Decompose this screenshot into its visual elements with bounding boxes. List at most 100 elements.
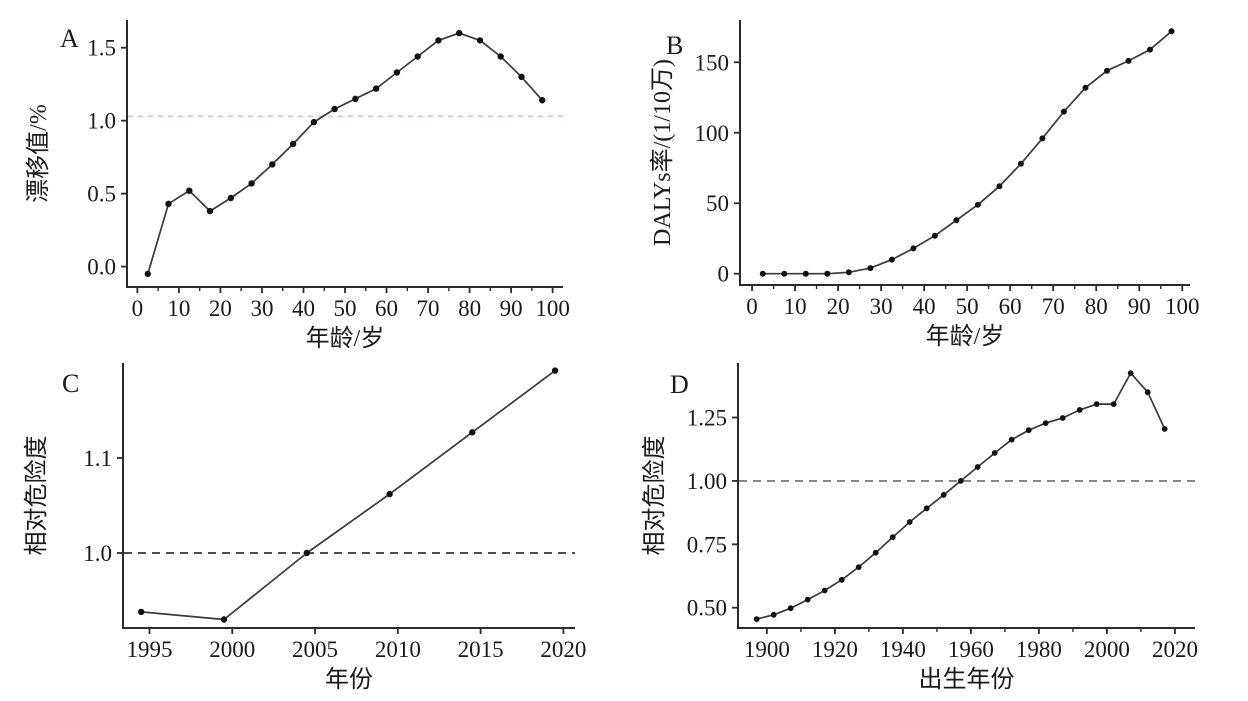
- data-point-marker: [1082, 84, 1089, 91]
- data-point-marker: [435, 37, 442, 44]
- data-point-marker: [910, 245, 917, 252]
- data-point-marker: [456, 29, 463, 37]
- panel-letter-a: A: [60, 24, 79, 53]
- data-point-marker: [1059, 415, 1066, 421]
- y-tick-label: 0.5: [87, 182, 116, 207]
- x-tick-label: 70: [417, 296, 440, 321]
- data-point-marker: [802, 270, 809, 277]
- x-tick-label: 70: [1042, 294, 1065, 319]
- x-tick-label: 1940: [880, 637, 926, 662]
- data-point-marker: [414, 53, 421, 60]
- x-axis-label: 年龄/岁: [926, 323, 1005, 350]
- x-tick-label: 10: [167, 296, 190, 321]
- data-point-marker: [551, 367, 559, 374]
- data-point-marker: [331, 105, 338, 113]
- data-point-marker: [138, 608, 145, 616]
- data-point-marker: [1147, 46, 1153, 53]
- y-tick-label: 1.1: [83, 446, 112, 471]
- panel-letter-c: C: [62, 369, 79, 398]
- x-tick-label: 0: [746, 294, 758, 319]
- x-tick-label: 1960: [948, 637, 994, 662]
- x-tick-label: 30: [250, 296, 273, 321]
- data-point-marker: [476, 37, 484, 44]
- x-tick-label: 40: [913, 294, 936, 319]
- y-tick-label: 0: [718, 262, 730, 287]
- x-tick-label: 90: [1128, 294, 1151, 319]
- y-axis-label: 相对危险度: [23, 436, 50, 556]
- x-tick-label: 2010: [375, 637, 421, 662]
- data-point-marker: [539, 97, 546, 104]
- data-line-series: [141, 369, 556, 621]
- data-point-marker: [206, 207, 214, 215]
- data-point-marker: [923, 505, 930, 512]
- data-point-marker: [165, 200, 172, 207]
- data-point-marker: [957, 478, 964, 484]
- panel-letter-d: D: [670, 370, 689, 399]
- y-tick-label: 50: [706, 191, 729, 216]
- x-tick-label: 1900: [744, 637, 790, 662]
- data-point-marker: [1127, 370, 1134, 376]
- x-tick-label: 1980: [1016, 637, 1062, 662]
- data-point-marker: [269, 161, 276, 168]
- data-point-marker: [1042, 420, 1049, 426]
- data-point-marker: [303, 549, 310, 557]
- x-tick-label: 80: [458, 296, 481, 321]
- x-axis-label: 出生年份: [919, 666, 1015, 693]
- data-point-marker: [352, 95, 359, 103]
- data-point-marker: [855, 564, 862, 570]
- y-tick-label: 1.00: [687, 469, 727, 494]
- data-line-series: [756, 372, 1166, 620]
- x-tick-label: 60: [375, 296, 398, 321]
- x-tick-label: 0: [132, 296, 144, 321]
- x-axis-label: 年份: [325, 666, 373, 693]
- data-point-marker: [497, 53, 504, 60]
- x-tick-label: 100: [535, 296, 570, 321]
- data-point-marker: [1076, 407, 1083, 413]
- data-point-marker: [393, 69, 401, 76]
- data-point-marker: [186, 187, 193, 194]
- y-tick-label: 150: [695, 50, 730, 75]
- data-point-marker: [220, 616, 228, 623]
- data-point-marker: [889, 534, 896, 541]
- data-point-marker: [1017, 160, 1024, 167]
- x-tick-label: 60: [999, 294, 1022, 319]
- y-tick-label: 0.50: [687, 596, 727, 621]
- data-point-marker: [1060, 108, 1067, 115]
- y-axis-label: DALYs率/(1/10万): [649, 59, 676, 246]
- y-axis-label: 相对危险度: [641, 436, 668, 556]
- y-tick-label: 0.0: [87, 255, 116, 280]
- data-point-marker: [518, 73, 525, 81]
- data-point-marker: [1039, 135, 1046, 142]
- x-tick-label: 2020: [540, 637, 586, 662]
- data-point-marker: [753, 616, 760, 622]
- data-point-marker: [770, 611, 777, 618]
- data-point-marker: [867, 265, 874, 272]
- data-point-marker: [787, 605, 794, 612]
- data-point-marker: [1025, 427, 1032, 434]
- x-tick-label: 20: [827, 294, 850, 319]
- data-point-marker: [974, 201, 981, 208]
- x-tick-label: 20: [209, 296, 232, 321]
- x-tick-label: 40: [292, 296, 315, 321]
- data-point-marker: [845, 269, 852, 276]
- y-tick-label: 1.25: [687, 406, 727, 431]
- data-line-series: [762, 30, 1173, 275]
- data-point-marker: [888, 256, 895, 263]
- y-tick-label: 100: [695, 121, 730, 146]
- data-point-marker: [289, 140, 297, 148]
- x-tick-label: 90: [500, 296, 523, 321]
- data-point-marker: [838, 576, 845, 583]
- data-point-marker: [248, 180, 255, 187]
- x-tick-label: 2015: [458, 637, 504, 662]
- x-tick-label: 100: [1165, 294, 1200, 319]
- x-tick-label: 10: [784, 294, 807, 319]
- data-point-marker: [781, 270, 788, 277]
- x-tick-label: 1995: [126, 637, 172, 662]
- x-tick-label: 2020: [1152, 637, 1198, 662]
- x-axis-label: 年龄/岁: [306, 325, 385, 350]
- data-point-marker: [386, 490, 393, 498]
- data-point-marker: [906, 519, 913, 525]
- x-tick-label: 50: [334, 296, 357, 321]
- data-point-marker: [974, 464, 981, 470]
- x-tick-label: 80: [1085, 294, 1108, 319]
